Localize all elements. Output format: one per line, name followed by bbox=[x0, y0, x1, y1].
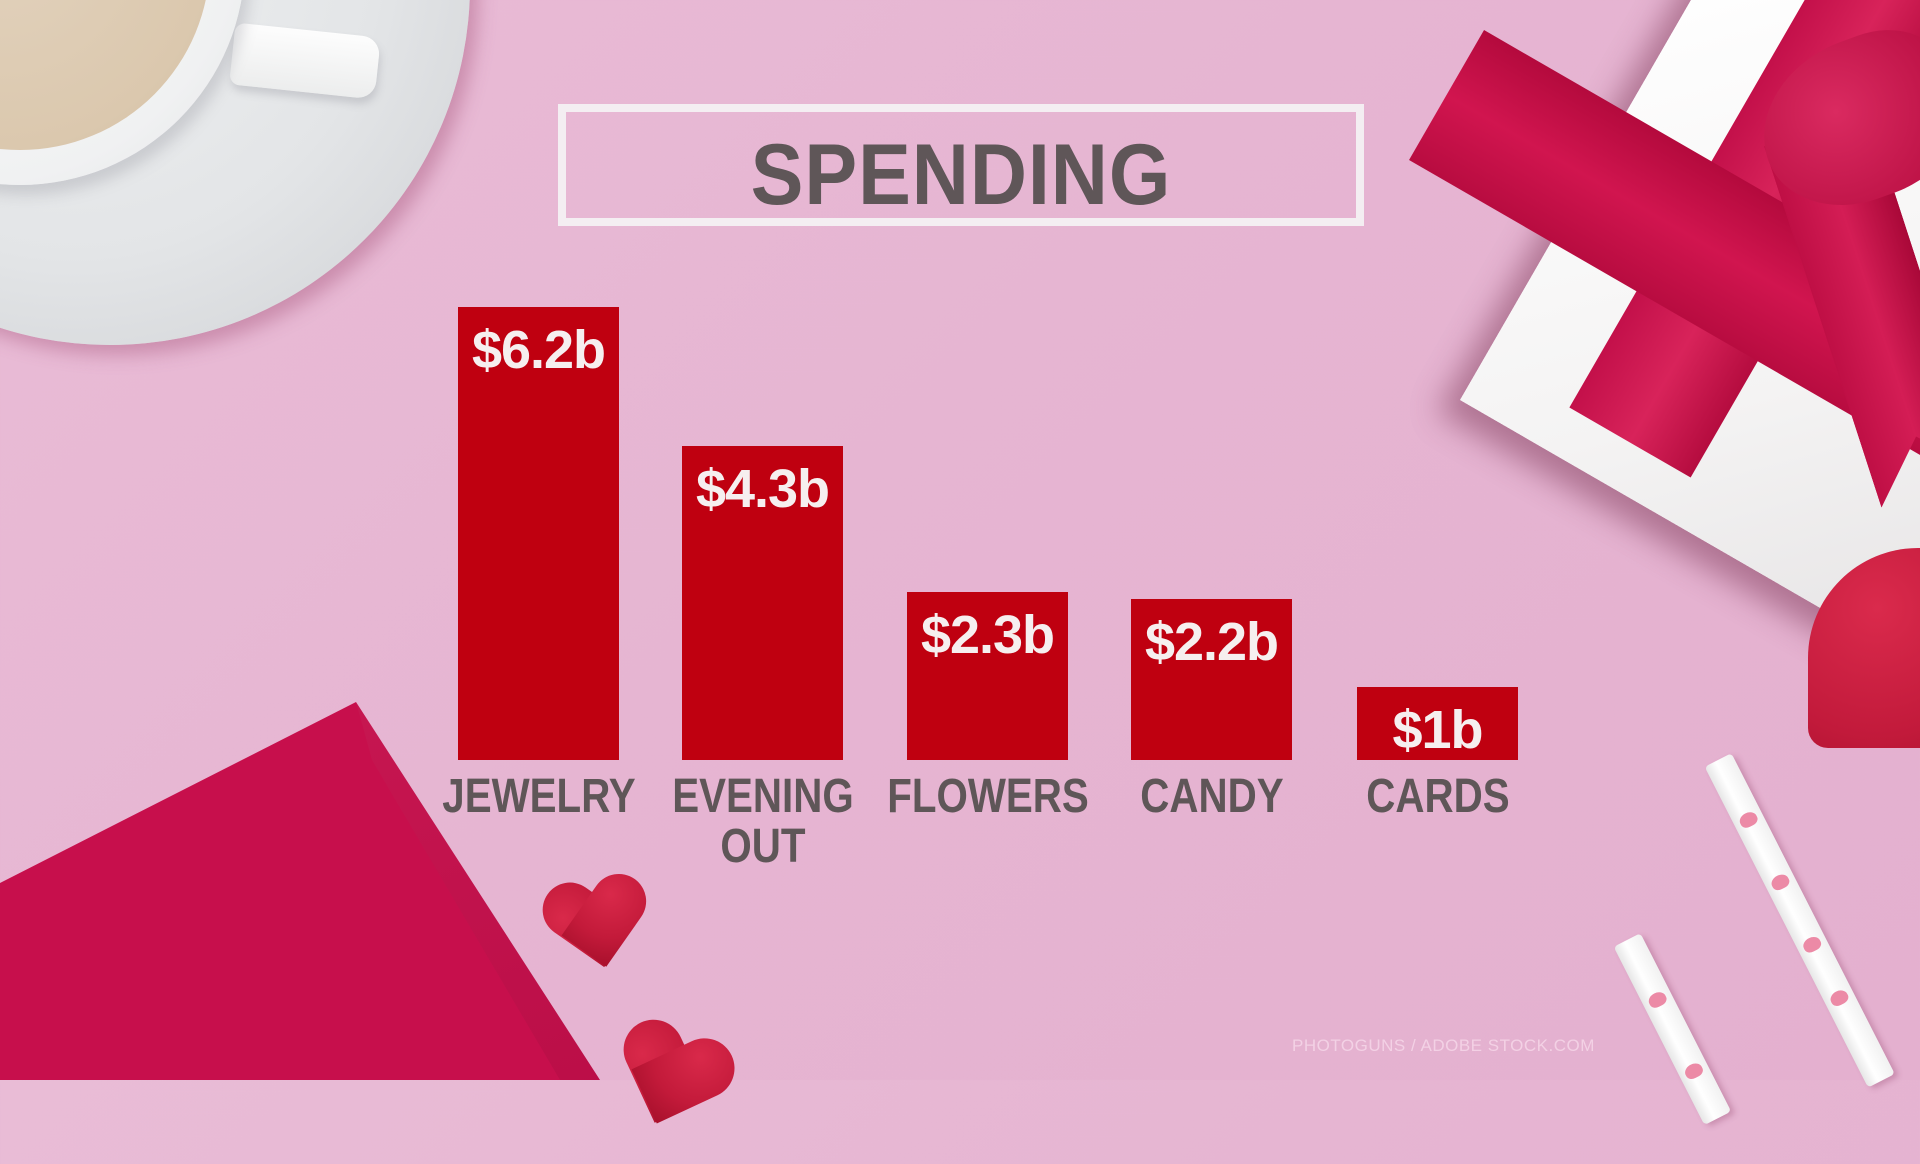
bar-evening-out: $4.3b bbox=[682, 446, 843, 760]
category-label: CANDY bbox=[1102, 772, 1320, 822]
category-label-line: JEWELRY bbox=[441, 770, 636, 823]
category-label-line: CARDS bbox=[1365, 770, 1510, 823]
category-label: CARDS bbox=[1328, 772, 1546, 822]
bar-chart: $6.2b $4.3b $2.3b $2.2b $1b JEWELRY EVEN… bbox=[429, 307, 1546, 872]
category-label-line: EVENING bbox=[671, 770, 854, 823]
bar-flowers: $2.3b bbox=[907, 592, 1068, 760]
category-label: JEWELRY bbox=[429, 772, 647, 822]
photo-credit: PHOTOGUNS / ADOBE STOCK.COM bbox=[1292, 1036, 1595, 1055]
category-label: FLOWERS bbox=[878, 772, 1096, 822]
bar-value: $2.3b bbox=[920, 605, 1055, 665]
category-label-line: OUT bbox=[719, 820, 806, 873]
bar-value: $2.2b bbox=[1144, 612, 1279, 672]
category-label: EVENING OUT bbox=[653, 772, 871, 872]
category-label-line: FLOWERS bbox=[886, 770, 1089, 823]
bar-jewelry: $6.2b bbox=[458, 307, 619, 760]
category-label-line: CANDY bbox=[1139, 770, 1284, 823]
bar-value: $1b bbox=[1392, 700, 1483, 760]
bar-candy: $2.2b bbox=[1131, 599, 1292, 760]
bar-value: $4.3b bbox=[695, 459, 830, 519]
bar-value: $6.2b bbox=[471, 320, 606, 380]
title-box: SPENDING bbox=[558, 104, 1364, 226]
bar-cards: $1b bbox=[1357, 687, 1518, 760]
chart-title: SPENDING bbox=[750, 127, 1172, 223]
